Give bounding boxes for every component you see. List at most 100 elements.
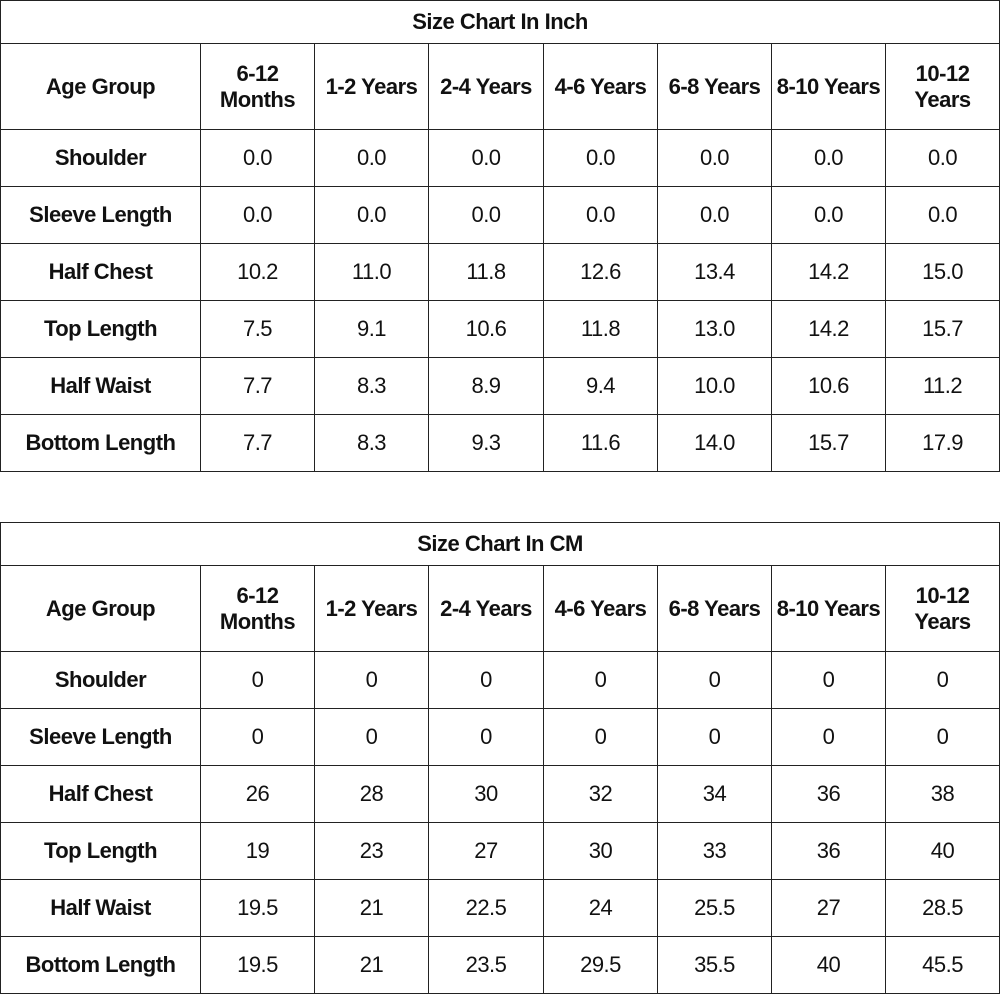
column-header: 2-4 Years	[428, 565, 544, 652]
cell: 21	[314, 879, 429, 937]
data-row: Shoulder 0 0 0 0 0 0 0	[0, 651, 1000, 709]
cell: 11.8	[428, 243, 544, 301]
cell: 28.5	[884, 879, 1000, 937]
column-header: 6-12 Months	[200, 43, 315, 130]
row-header: Bottom Length	[0, 936, 201, 994]
cell: 0.0	[884, 129, 1000, 187]
cell: 7.5	[200, 300, 315, 358]
cell: 0	[771, 708, 886, 766]
column-header: 8-10 Years	[771, 565, 886, 652]
header-row: Age Group 6-12 Months 1-2 Years 2-4 Years 4-…	[0, 43, 1000, 130]
cell: 36	[771, 822, 886, 880]
cell: 0.0	[428, 129, 544, 187]
cell: 25.5	[657, 879, 772, 937]
size-table: Size Chart In CM Age Group 6-12 Months 1-2 …	[0, 522, 1000, 994]
cell: 14.0	[657, 414, 772, 472]
cell: 26	[200, 765, 315, 823]
column-header: 1-2 Years	[314, 43, 429, 130]
cell: 0.0	[884, 186, 1000, 244]
cell: 38	[884, 765, 1000, 823]
cell: 35.5	[657, 936, 772, 994]
title-row: Size Chart In CM	[0, 522, 1000, 566]
data-row: Half Chest 26 28 30 32 34 36 38	[0, 765, 1000, 823]
cell: 0.0	[657, 186, 772, 244]
cell: 22.5	[428, 879, 544, 937]
data-row: Shoulder 0.0 0.0 0.0 0.0 0.0 0.0 0.0	[0, 129, 1000, 187]
cell: 9.3	[428, 414, 544, 472]
cell: 0.0	[543, 186, 658, 244]
cell: 10.6	[428, 300, 544, 358]
cell: 19	[200, 822, 315, 880]
cell: 10.2	[200, 243, 315, 301]
cell: 45.5	[884, 936, 1000, 994]
cell: 11.2	[884, 357, 1000, 415]
cell: 33	[657, 822, 772, 880]
cell: 0	[543, 708, 658, 766]
cell: 27	[428, 822, 544, 880]
cell: 14.2	[771, 300, 886, 358]
header-row: Age Group 6-12 Months 1-2 Years 2-4 Years 4-…	[0, 565, 1000, 652]
cell: 0.0	[200, 186, 315, 244]
title-row: Size Chart In Inch	[0, 0, 1000, 44]
cell: 0	[314, 708, 429, 766]
column-header: 6-8 Years	[657, 43, 772, 130]
data-row: Top Length 19 23 27 30 33 36 40	[0, 822, 1000, 880]
cell: 10.0	[657, 357, 772, 415]
row-header: Sleeve Length	[0, 708, 201, 766]
row-header: Half Chest	[0, 243, 201, 301]
data-row: Top Length 7.5 9.1 10.6 11.8 13.0 14.2 15.7	[0, 300, 1000, 358]
cell: 10.6	[771, 357, 886, 415]
cell: 12.6	[543, 243, 658, 301]
cell: 8.3	[314, 414, 429, 472]
cell: 7.7	[200, 357, 315, 415]
cell: 0.0	[428, 186, 544, 244]
cell: 19.5	[200, 879, 315, 937]
cell: 0	[314, 651, 429, 709]
cell: 19.5	[200, 936, 315, 994]
column-header: Age Group	[0, 565, 201, 652]
row-header: Bottom Length	[0, 414, 201, 472]
data-row: Bottom Length 7.7 8.3 9.3 11.6 14.0 15.7 17.9	[0, 414, 1000, 472]
cell: 0	[657, 708, 772, 766]
table-title: Size Chart In Inch	[0, 0, 1000, 44]
data-row: Half Chest 10.2 11.0 11.8 12.6 13.4 14.2 15.0	[0, 243, 1000, 301]
cell: 0	[428, 651, 544, 709]
cell: 15.7	[771, 414, 886, 472]
row-header: Top Length	[0, 822, 201, 880]
cell: 11.0	[314, 243, 429, 301]
cell: 17.9	[884, 414, 1000, 472]
row-header: Half Waist	[0, 879, 201, 937]
size-table: Size Chart In Inch Age Group 6-12 Months 1-…	[0, 0, 1000, 472]
row-header: Shoulder	[0, 651, 201, 709]
cell: 0	[657, 651, 772, 709]
column-header: 2-4 Years	[428, 43, 544, 130]
cell: 11.8	[543, 300, 658, 358]
cell: 21	[314, 936, 429, 994]
cell: 0.0	[314, 186, 429, 244]
cell: 36	[771, 765, 886, 823]
column-header: 1-2 Years	[314, 565, 429, 652]
column-header: 6-12 Months	[200, 565, 315, 652]
column-header: 10-12 Years	[884, 43, 1000, 130]
cell: 0	[884, 708, 1000, 766]
data-row: Half Waist 19.5 21 22.5 24 25.5 27 28.5	[0, 879, 1000, 937]
cell: 11.6	[543, 414, 658, 472]
column-header: 8-10 Years	[771, 43, 886, 130]
cell: 0	[200, 651, 315, 709]
cell: 30	[543, 822, 658, 880]
cell: 7.7	[200, 414, 315, 472]
column-header: 4-6 Years	[543, 565, 658, 652]
cell: 8.9	[428, 357, 544, 415]
cell: 40	[884, 822, 1000, 880]
column-header: 6-8 Years	[657, 565, 772, 652]
column-header: 10-12 Years	[884, 565, 1000, 652]
data-row: Sleeve Length 0 0 0 0 0 0 0	[0, 708, 1000, 766]
cell: 0.0	[200, 129, 315, 187]
cell: 28	[314, 765, 429, 823]
cell: 0.0	[314, 129, 429, 187]
column-header: 4-6 Years	[543, 43, 658, 130]
row-header: Half Waist	[0, 357, 201, 415]
cell: 0	[428, 708, 544, 766]
cell: 40	[771, 936, 886, 994]
row-header: Top Length	[0, 300, 201, 358]
